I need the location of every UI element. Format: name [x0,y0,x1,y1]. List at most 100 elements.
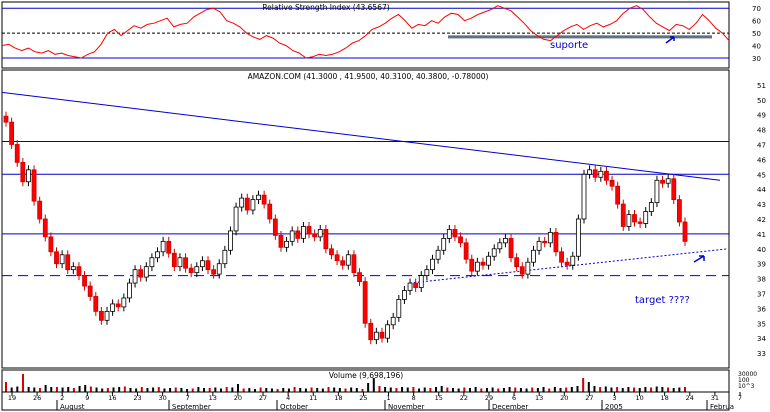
x-month-label: December [492,403,528,411]
candle-body [508,237,514,259]
volume-bar [112,387,115,392]
volume-bar [299,388,302,392]
volume-bar [384,387,387,392]
candle-body [93,296,99,312]
price-tick-label: 41 [757,231,766,239]
candle-body [228,230,233,251]
x-month-label: November [388,403,425,411]
candle-body [542,240,548,244]
candle-body [317,229,323,238]
candle-body [469,258,475,272]
volume-bar [191,388,194,392]
rsi-tick-label: 70 [752,5,761,13]
volume-bar [502,388,505,392]
candle-body [194,266,200,274]
x-day-label: 25 [359,394,367,402]
price-tick-label: 44 [757,186,766,194]
volume-bar [457,388,460,392]
volume-bar [553,387,556,392]
ascending-support-trendline [409,248,729,284]
volume-bar [146,388,149,392]
volume-bar [61,387,64,392]
x-day-label: 9 [85,394,89,402]
volume-bar [497,388,500,392]
volume-bar [593,386,596,392]
candle-body [497,242,503,250]
candle-body [26,169,31,183]
volume-bar [304,388,307,392]
candle-body [98,310,104,321]
x-day-label: 30 [158,394,166,402]
candle-body [486,255,491,266]
x-month-label: Februa [710,403,734,411]
candle-body [362,281,368,324]
volume-bar [310,387,313,392]
candle-body [446,229,452,239]
candle-body [110,303,116,312]
price-tick-label: 38 [757,276,766,284]
price-tick-label: 47 [757,142,766,150]
candle-body [407,282,413,291]
candle-body [676,199,682,223]
volume-bar [16,386,19,392]
candle-body [519,266,525,275]
x-day-label: 11 [309,394,317,402]
candle-body [620,203,626,227]
candle-body [559,251,564,263]
candle-body [474,261,480,272]
candle-body [244,197,250,211]
x-day-label: 27 [585,394,593,402]
candle-body [306,226,312,235]
volume-bar [570,387,573,392]
candle-body [553,232,559,253]
volume-bar [650,387,653,392]
volume-bar [452,388,455,392]
candle-body [256,194,261,201]
volume-bar [316,388,319,392]
price-tick-label: 42 [757,216,766,224]
candle-body [334,254,340,262]
candle-body [82,275,87,287]
volume-title: Volume (9,698,196) [329,371,403,380]
volume-bar [378,386,381,392]
candle-body [104,310,110,321]
candle-body [581,173,587,220]
candle-body [648,202,654,212]
x-day-label: 13 [209,394,217,402]
volume-bar [418,388,421,392]
volume-bar [491,387,494,392]
volume-bar [435,387,438,392]
candle-body [54,251,59,265]
volume-bar [27,387,30,392]
volume-bar [565,387,568,392]
volume-bar [633,387,636,392]
rsi-tick-label: 40 [752,43,761,51]
support-annotation: suporte [550,40,588,51]
x-day-label: 20 [560,394,568,402]
candle-body [418,275,424,288]
volume-bar [123,386,126,392]
volume-bar [67,387,70,392]
candle-body [188,267,194,274]
volume-bar [604,386,607,392]
volume-bar [372,378,375,392]
volume-bar [236,384,239,392]
x-day-label: 20 [234,394,242,402]
price-title: AMAZON.COM (41.3000 , 41.9500, 40.3100, … [248,72,489,81]
candle-body [31,169,37,202]
volume-bar [627,387,630,392]
volume-tick-label: 100 [738,377,750,384]
descending-trendline [1,91,721,181]
candle-body [37,200,43,220]
x-month-label: 2005 [605,403,623,411]
volume-bar [95,387,98,392]
candle-body [233,206,239,232]
volume-bar [72,388,75,392]
volume-bar [84,385,87,392]
candle-body [143,266,149,278]
volume-bar [129,388,132,392]
rsi-frame [1,1,730,69]
candle-body [671,178,677,201]
volume-bar [361,389,364,392]
candle-body [222,249,228,265]
